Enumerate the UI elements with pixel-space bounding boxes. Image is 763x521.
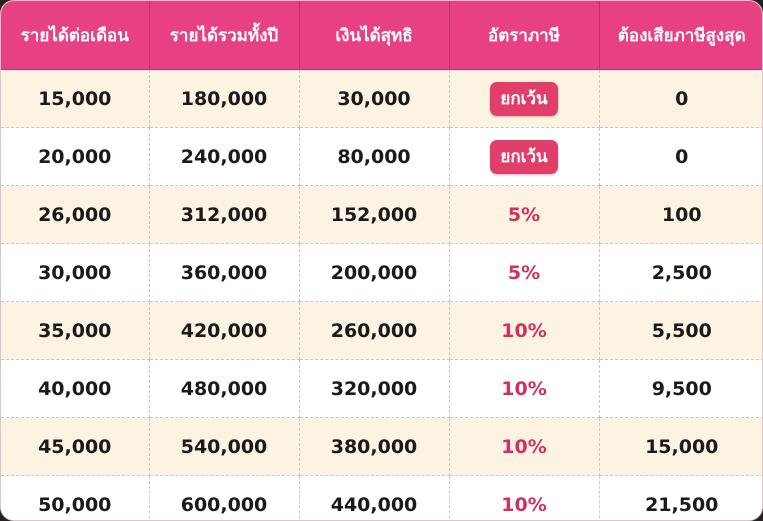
table-row: 40,000 480,000 320,000 10% 9,500: [1, 359, 762, 418]
cell-monthly-income: 40,000: [1, 359, 150, 418]
header-net-income: เงินได้สุทธิ: [299, 1, 450, 70]
cell-net-income: 380,000: [299, 417, 450, 476]
cell-max-tax: 9,500: [599, 359, 762, 418]
cell-monthly-income: 15,000: [1, 69, 150, 128]
cell-tax-rate: 10%: [449, 301, 600, 360]
exempt-badge: ยกเว้น: [490, 81, 558, 116]
cell-net-income: 440,000: [299, 475, 450, 520]
cell-net-income: 260,000: [299, 301, 450, 360]
cell-net-income: 80,000: [299, 127, 450, 186]
table-row: 50,000 600,000 440,000 10% 21,500: [1, 475, 762, 520]
cell-annual-income: 360,000: [149, 243, 300, 302]
cell-tax-rate: 5%: [449, 243, 600, 302]
tax-rate-value: 5%: [507, 203, 541, 226]
cell-annual-income: 420,000: [149, 301, 300, 360]
cell-annual-income: 180,000: [149, 69, 300, 128]
table-row: 30,000 360,000 200,000 5% 2,500: [1, 243, 762, 302]
table-row: 20,000 240,000 80,000 ยกเว้น 0: [1, 127, 762, 186]
table-body: 15,000 180,000 30,000 ยกเว้น 0 20,000 240,000 8…: [1, 69, 762, 520]
cell-max-tax: 21,500: [599, 475, 762, 520]
cell-annual-income: 240,000: [149, 127, 300, 186]
tax-rate-value: 10%: [501, 435, 547, 458]
cell-max-tax: 100: [599, 185, 762, 244]
header-max-tax: ต้องเสียภาษีสูงสุด: [599, 1, 762, 70]
cell-annual-income: 600,000: [149, 475, 300, 520]
cell-tax-rate: 5%: [449, 185, 600, 244]
cell-max-tax: 0: [599, 127, 762, 186]
cell-max-tax: 2,500: [599, 243, 762, 302]
tax-rate-value: 10%: [501, 493, 547, 516]
cell-monthly-income: 45,000: [1, 417, 150, 476]
cell-annual-income: 312,000: [149, 185, 300, 244]
exempt-badge: ยกเว้น: [490, 139, 558, 174]
table-row: 35,000 420,000 260,000 10% 5,500: [1, 301, 762, 360]
cell-net-income: 152,000: [299, 185, 450, 244]
tax-rate-value: 5%: [507, 261, 541, 284]
cell-tax-rate: ยกเว้น: [449, 69, 600, 128]
cell-tax-rate: 10%: [449, 475, 600, 520]
cell-annual-income: 540,000: [149, 417, 300, 476]
cell-monthly-income: 50,000: [1, 475, 150, 520]
cell-monthly-income: 30,000: [1, 243, 150, 302]
table-row: 26,000 312,000 152,000 5% 100: [1, 185, 762, 244]
header-monthly-income: รายได้ต่อเดือน: [1, 1, 150, 70]
table-header-row: รายได้ต่อเดือน รายได้รวมทั้งปี เงินได้สุ…: [1, 1, 762, 70]
cell-monthly-income: 35,000: [1, 301, 150, 360]
cell-max-tax: 15,000: [599, 417, 762, 476]
tax-rate-value: 10%: [501, 319, 547, 342]
table-row: 45,000 540,000 380,000 10% 15,000: [1, 417, 762, 476]
cell-tax-rate: ยกเว้น: [449, 127, 600, 186]
header-annual-income: รายได้รวมทั้งปี: [149, 1, 300, 70]
header-tax-rate: อัตราภาษี: [449, 1, 600, 70]
cell-tax-rate: 10%: [449, 417, 600, 476]
cell-max-tax: 0: [599, 69, 762, 128]
cell-monthly-income: 20,000: [1, 127, 150, 186]
cell-monthly-income: 26,000: [1, 185, 150, 244]
cell-tax-rate: 10%: [449, 359, 600, 418]
cell-annual-income: 480,000: [149, 359, 300, 418]
table-row: 15,000 180,000 30,000 ยกเว้น 0: [1, 69, 762, 128]
cell-net-income: 200,000: [299, 243, 450, 302]
cell-max-tax: 5,500: [599, 301, 762, 360]
cell-net-income: 320,000: [299, 359, 450, 418]
tax-rate-value: 10%: [501, 377, 547, 400]
cell-net-income: 30,000: [299, 69, 450, 128]
